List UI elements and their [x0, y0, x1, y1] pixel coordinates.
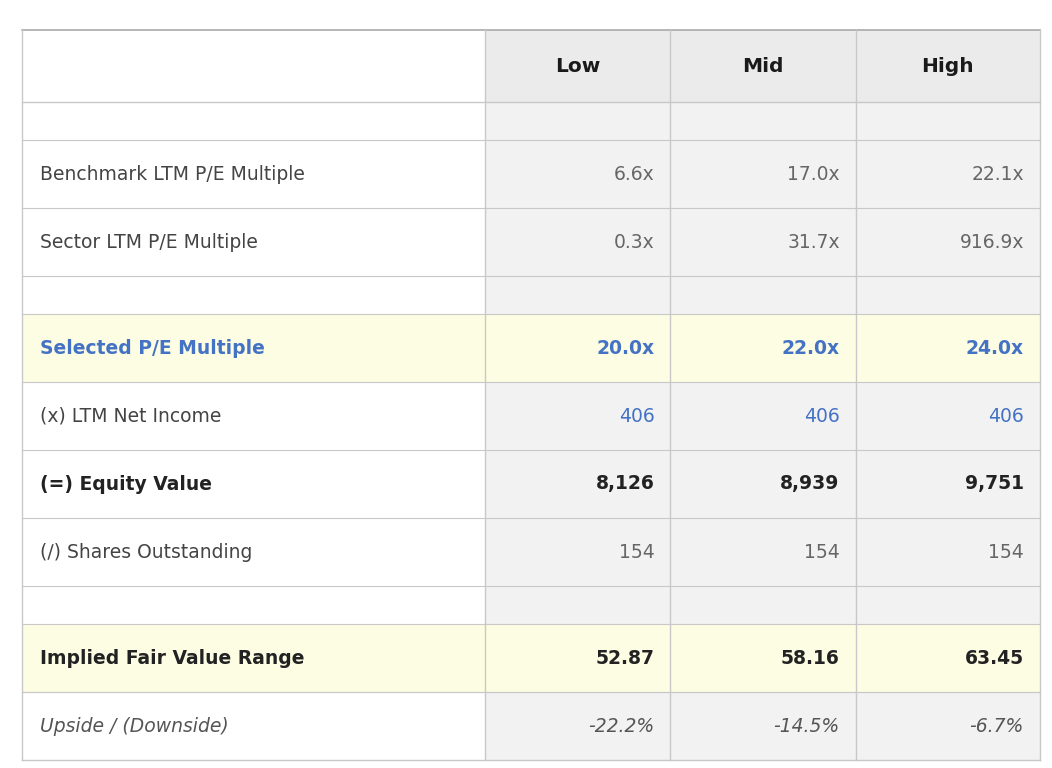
Text: Benchmark LTM P/E Multiple: Benchmark LTM P/E Multiple — [40, 164, 305, 184]
Text: 154: 154 — [619, 542, 654, 561]
Text: Sector LTM P/E Multiple: Sector LTM P/E Multiple — [40, 233, 258, 251]
Text: Implied Fair Value Range: Implied Fair Value Range — [40, 648, 304, 667]
Text: 916.9x: 916.9x — [959, 233, 1024, 251]
Text: High: High — [922, 57, 974, 75]
Bar — [22, 30, 485, 102]
Bar — [485, 102, 1040, 760]
Text: 0.3x: 0.3x — [613, 233, 654, 251]
Text: -14.5%: -14.5% — [773, 717, 839, 736]
Text: Low: Low — [555, 57, 601, 75]
Text: 22.1x: 22.1x — [971, 164, 1024, 184]
Text: 406: 406 — [988, 406, 1024, 425]
Bar — [485, 30, 1040, 102]
Text: 6.6x: 6.6x — [613, 164, 654, 184]
Text: 154: 154 — [988, 542, 1024, 561]
Text: (=) Equity Value: (=) Equity Value — [40, 475, 213, 494]
Text: 24.0x: 24.0x — [966, 339, 1024, 357]
Bar — [22, 624, 1040, 692]
Text: 58.16: 58.16 — [781, 648, 839, 667]
Text: 63.45: 63.45 — [965, 648, 1024, 667]
Text: (∕) Shares Outstanding: (∕) Shares Outstanding — [40, 542, 252, 561]
Text: 8,126: 8,126 — [595, 475, 654, 494]
Text: Mid: Mid — [743, 57, 784, 75]
Text: Upside / (Downside): Upside / (Downside) — [40, 717, 228, 736]
Text: 406: 406 — [804, 406, 839, 425]
Text: -22.2%: -22.2% — [588, 717, 654, 736]
Text: 52.87: 52.87 — [595, 648, 654, 667]
Text: 17.0x: 17.0x — [787, 164, 839, 184]
Text: Selected P/E Multiple: Selected P/E Multiple — [40, 339, 265, 357]
Text: 20.0x: 20.0x — [596, 339, 654, 357]
Bar — [22, 314, 1040, 382]
Text: 8,939: 8,939 — [781, 475, 839, 494]
Text: 9,751: 9,751 — [965, 475, 1024, 494]
Text: -6.7%: -6.7% — [970, 717, 1024, 736]
Text: 154: 154 — [804, 542, 839, 561]
Text: 22.0x: 22.0x — [782, 339, 839, 357]
Text: 406: 406 — [619, 406, 654, 425]
Bar — [22, 102, 485, 760]
Text: 31.7x: 31.7x — [787, 233, 839, 251]
Text: (x) LTM Net Income: (x) LTM Net Income — [40, 406, 221, 425]
